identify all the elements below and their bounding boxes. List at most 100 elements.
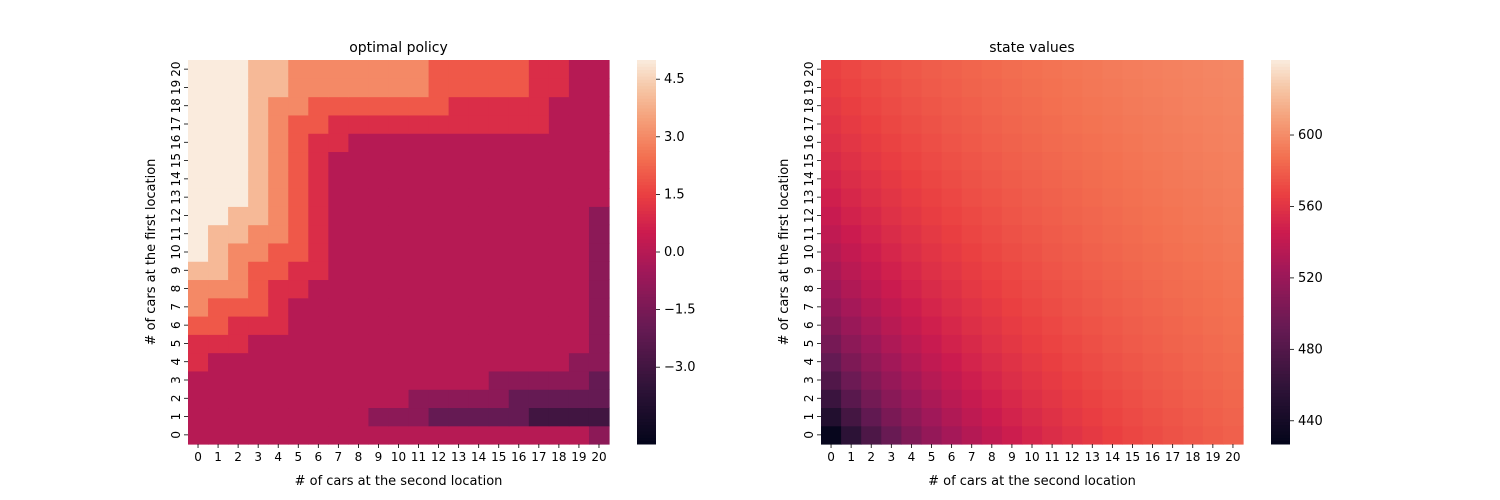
heatmap-cell <box>1142 279 1164 299</box>
heatmap-cell <box>961 279 983 299</box>
heatmap-cell <box>1062 261 1083 281</box>
values-ylabel: # of cars at the first location <box>777 159 792 346</box>
colorbar-segment <box>637 136 656 141</box>
colorbar-segment <box>637 210 656 215</box>
heatmap-cell <box>468 78 490 98</box>
heatmap-cell <box>961 206 983 226</box>
heatmap-cell <box>1182 370 1204 390</box>
colorbar-segment <box>1271 188 1290 192</box>
heatmap-cell <box>368 224 390 244</box>
colorbar-segment <box>1271 136 1290 141</box>
heatmap-cell <box>1102 188 1124 207</box>
colorbar-segment <box>1271 364 1290 368</box>
heatmap-cell <box>1001 151 1023 171</box>
heatmap-cell <box>861 261 882 281</box>
colorbar-segment <box>1271 328 1290 333</box>
heatmap-cell <box>821 78 842 98</box>
heatmap-cell <box>881 133 902 153</box>
heatmap-cell <box>1202 334 1224 354</box>
y-tick-label: 19 <box>802 80 816 95</box>
heatmap-cell <box>961 169 983 189</box>
heatmap-cell <box>901 60 923 79</box>
x-tick-label: 5 <box>294 450 302 464</box>
heatmap-cell <box>408 242 430 262</box>
heatmap-cell <box>881 242 902 262</box>
heatmap-cell <box>1062 114 1083 134</box>
heatmap-cell <box>348 389 370 409</box>
colorbar-segment <box>637 239 656 243</box>
heatmap-cell <box>568 78 590 98</box>
x-tick-label: 6 <box>314 450 322 464</box>
heatmap-cell <box>188 78 209 98</box>
colorbar-segment <box>1271 351 1290 355</box>
heatmap-cell <box>981 133 1003 153</box>
heatmap-cell <box>1202 389 1224 409</box>
heatmap-cell <box>468 425 490 445</box>
colorbar-segment <box>1271 293 1290 298</box>
heatmap-cell <box>941 316 963 335</box>
colorbar-segment <box>1271 104 1290 109</box>
heatmap-cell <box>961 60 983 79</box>
heatmap-cell <box>508 206 530 226</box>
x-tick-label: 7 <box>335 450 343 464</box>
heatmap-cell <box>228 334 249 354</box>
heatmap-cell <box>1182 206 1204 226</box>
heatmap-cell <box>228 206 249 226</box>
heatmap-cell <box>488 151 510 171</box>
heatmap-cell <box>548 297 570 317</box>
heatmap-cell <box>901 297 923 317</box>
heatmap-cell <box>921 169 943 189</box>
x-tick-label: 9 <box>375 450 383 464</box>
heatmap-cell <box>821 316 842 335</box>
heatmap-cell <box>821 407 842 427</box>
heatmap-cell <box>588 279 610 299</box>
heatmap-cell <box>308 407 329 427</box>
heatmap-cell <box>1182 279 1204 299</box>
x-tick-label: 15 <box>1125 450 1140 464</box>
heatmap-cell <box>881 60 902 79</box>
heatmap-cell <box>208 407 229 427</box>
heatmap-cell <box>328 188 349 207</box>
heatmap-cell <box>841 261 862 281</box>
colorbar-segment <box>1271 360 1290 365</box>
heatmap-cell <box>288 425 309 445</box>
heatmap-cell <box>508 279 530 299</box>
heatmap-cell <box>208 352 229 372</box>
heatmap-cell <box>1222 370 1244 390</box>
heatmap-cell <box>1042 370 1063 390</box>
heatmap-cell <box>588 78 610 98</box>
heatmap-cell <box>268 370 289 390</box>
heatmap-cell <box>528 206 550 226</box>
x-tick-label: 14 <box>471 450 486 464</box>
heatmap-cell <box>1102 96 1124 116</box>
heatmap-cell <box>1162 261 1184 281</box>
heatmap-cell <box>468 370 490 390</box>
heatmap-cell <box>328 316 349 335</box>
heatmap-cell <box>921 96 943 116</box>
heatmap-cell <box>248 425 269 445</box>
heatmap-cell <box>1182 78 1204 98</box>
heatmap-cell <box>348 96 370 116</box>
heatmap-cell <box>961 151 983 171</box>
heatmap-cell <box>328 60 349 79</box>
heatmap-cell <box>568 425 590 445</box>
heatmap-cell <box>328 151 349 171</box>
colorbar-segment <box>637 306 656 311</box>
heatmap-cell <box>308 169 329 189</box>
colorbar-segment <box>1271 316 1290 320</box>
heatmap-cell <box>1082 188 1103 207</box>
heatmap-cell <box>448 114 470 134</box>
x-tick-label: 8 <box>355 450 363 464</box>
heatmap-cell <box>568 297 590 317</box>
heatmap-cell <box>921 297 943 317</box>
heatmap-cell <box>208 261 229 281</box>
heatmap-cell <box>1162 370 1184 390</box>
y-tick-label: 16 <box>802 135 816 150</box>
heatmap-cell <box>1142 206 1164 226</box>
colorbar-segment <box>1271 242 1290 247</box>
heatmap-cell <box>448 389 470 409</box>
heatmap-cell <box>408 96 430 116</box>
heatmap-cell <box>1182 188 1204 207</box>
heatmap-cell <box>1021 114 1043 134</box>
heatmap-cell <box>508 316 530 335</box>
